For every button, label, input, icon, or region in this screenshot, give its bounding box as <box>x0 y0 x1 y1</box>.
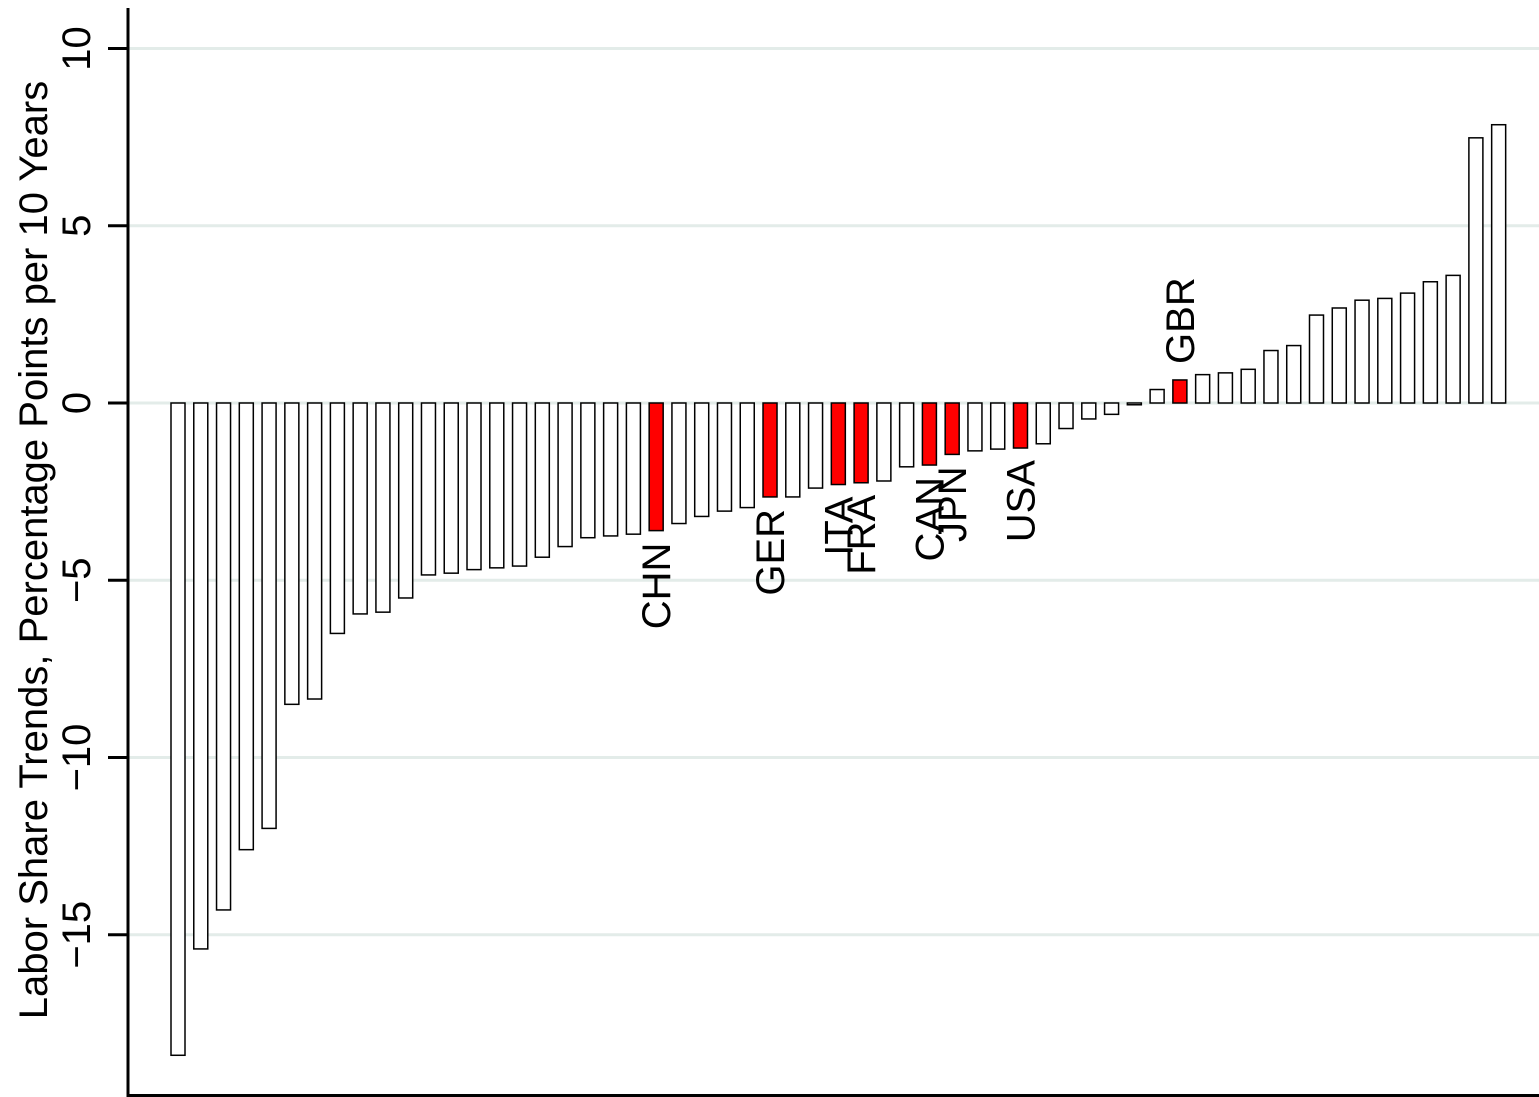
bar-46 <box>1194 373 1211 404</box>
bar-49 <box>1263 349 1279 404</box>
bar-gbr <box>1172 379 1188 404</box>
bar-8 <box>329 402 346 635</box>
bar-29 <box>807 402 824 489</box>
y-axis: 10 5 0 −5 −10 −15 <box>55 8 1539 1097</box>
bar-43 <box>1126 402 1143 406</box>
y-tick-label: −5 <box>55 557 99 603</box>
bar-15 <box>489 402 505 569</box>
bar-55 <box>1399 292 1416 404</box>
y-tick-label: 5 <box>55 215 99 237</box>
bar-56 <box>1422 281 1439 404</box>
bar-ita <box>830 402 847 486</box>
bar-11 <box>397 402 414 599</box>
bar-33 <box>898 402 915 468</box>
bar-42 <box>1103 402 1120 416</box>
bar-39 <box>1035 402 1052 445</box>
bar-10 <box>375 402 391 613</box>
bar-17 <box>534 402 551 558</box>
bar-24 <box>693 402 710 518</box>
bar-14 <box>466 402 482 571</box>
bar-7 <box>306 402 323 700</box>
y-tick-label: −10 <box>55 724 99 792</box>
bar-28 <box>785 402 801 498</box>
y-axis-title: Labor Share Trends, Percentage Points pe… <box>12 81 56 1019</box>
bar-13 <box>443 402 459 574</box>
bar-36 <box>967 402 983 452</box>
country-label-gbr: GBR <box>1159 277 1203 364</box>
bar-26 <box>739 402 755 509</box>
country-label-fra: FRA <box>840 494 884 574</box>
bar-57 <box>1445 274 1461 404</box>
y-tick-label: 10 <box>55 26 99 71</box>
bar-21 <box>625 402 642 535</box>
country-label-usa: USA <box>999 460 1043 543</box>
bar-23 <box>671 402 687 525</box>
country-label-jpn: JPN <box>931 466 975 542</box>
bar-5 <box>261 402 277 830</box>
country-label-ita: ITA <box>817 496 861 556</box>
bar-20 <box>602 402 619 537</box>
bar-53 <box>1354 299 1370 404</box>
bar-58 <box>1468 137 1484 404</box>
bar-41 <box>1081 402 1097 420</box>
bar-25 <box>716 402 733 512</box>
bar-jpn <box>944 402 960 456</box>
bar-4 <box>238 402 255 851</box>
bar-usa <box>1012 402 1029 449</box>
bar-52 <box>1331 307 1348 404</box>
bar-2 <box>193 402 209 950</box>
bar-chn <box>648 402 664 532</box>
bar-12 <box>420 402 437 576</box>
bar-9 <box>352 402 368 615</box>
country-label-can: CAN <box>908 477 952 561</box>
bar-16 <box>511 402 528 567</box>
bar-40 <box>1058 402 1074 430</box>
bar-54 <box>1377 297 1393 404</box>
bar-59 <box>1490 123 1507 404</box>
bar-can <box>921 402 938 466</box>
country-label-ger: GER <box>749 509 793 596</box>
bar-50 <box>1285 344 1302 404</box>
bars <box>170 123 1507 1057</box>
bar-1 <box>170 402 186 1057</box>
bar-18 <box>557 402 573 548</box>
bar-fra <box>853 402 869 484</box>
bar-3 <box>215 402 232 911</box>
bar-ger <box>762 402 778 498</box>
bar-32 <box>876 402 892 482</box>
bar-19 <box>580 402 596 539</box>
y-tick-label: 0 <box>55 392 99 414</box>
bar-6 <box>284 402 300 706</box>
bar-37 <box>989 402 1006 450</box>
bar-47 <box>1217 372 1234 404</box>
bar-51 <box>1308 314 1325 404</box>
bar-48 <box>1240 368 1256 404</box>
bar-44 <box>1149 388 1165 404</box>
country-label-chn: CHN <box>635 543 679 630</box>
y-tick-label: −15 <box>55 901 99 969</box>
